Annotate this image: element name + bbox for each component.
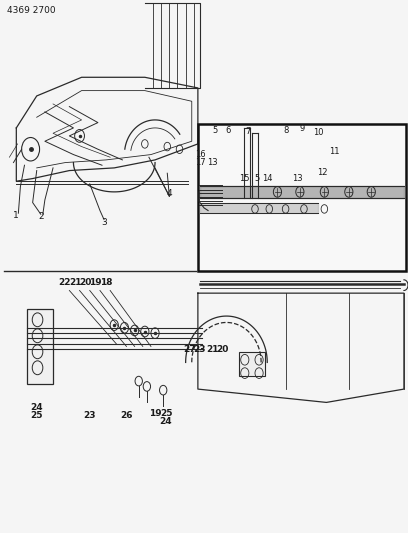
Text: 19: 19	[89, 278, 101, 287]
Text: 10: 10	[313, 128, 324, 137]
Text: 25: 25	[31, 411, 43, 420]
Text: 23: 23	[84, 411, 96, 420]
Text: 15: 15	[239, 174, 250, 183]
Text: 7: 7	[245, 127, 251, 135]
Text: 13: 13	[293, 174, 303, 183]
Text: 3: 3	[101, 218, 107, 227]
Text: 23: 23	[194, 345, 206, 353]
Text: 17: 17	[195, 158, 206, 167]
Text: 4: 4	[166, 189, 172, 198]
Text: 27: 27	[184, 345, 196, 353]
Text: 4369 2700: 4369 2700	[7, 6, 56, 15]
Text: 11: 11	[329, 147, 340, 156]
Text: 24: 24	[31, 403, 43, 412]
Text: 24: 24	[160, 417, 172, 425]
Text: 9: 9	[299, 125, 304, 133]
Text: 5: 5	[255, 174, 259, 183]
Text: 13: 13	[207, 158, 217, 167]
Text: 16: 16	[195, 150, 206, 159]
Text: 2: 2	[38, 213, 44, 221]
Bar	[239, 352, 265, 376]
Bar	[198, 124, 406, 271]
Text: 25: 25	[160, 409, 172, 417]
Text: 1: 1	[13, 212, 19, 220]
Bar	[200, 186, 404, 198]
Text: 5: 5	[213, 126, 217, 134]
Text: 19: 19	[149, 409, 161, 417]
Text: 20: 20	[80, 278, 92, 287]
Text: 21: 21	[206, 345, 218, 353]
Text: 12: 12	[317, 168, 328, 177]
Text: 8: 8	[283, 126, 288, 135]
Text: 14: 14	[262, 174, 273, 183]
Bar	[200, 203, 318, 213]
Text: 26: 26	[120, 411, 133, 420]
Text: 6: 6	[226, 126, 231, 135]
Bar	[27, 309, 53, 384]
Text: 22: 22	[58, 278, 71, 287]
Text: 21: 21	[69, 278, 82, 287]
Text: 20: 20	[216, 345, 228, 353]
Text: 18: 18	[100, 278, 112, 287]
